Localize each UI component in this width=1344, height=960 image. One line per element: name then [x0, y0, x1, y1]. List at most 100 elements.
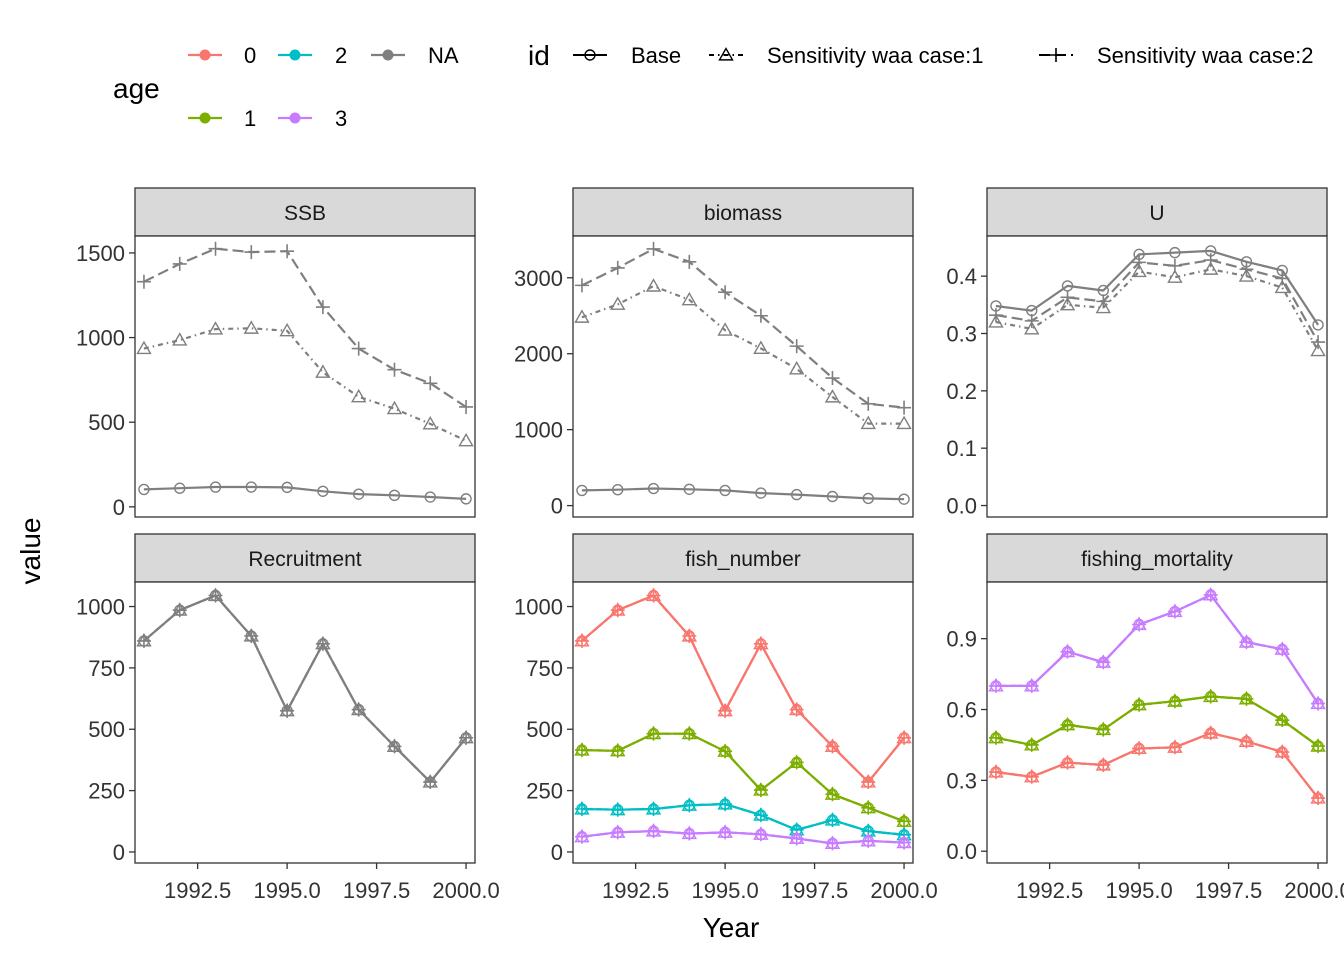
- series-age-na-sensitivity-waa-case-1-point: [1059, 296, 1076, 311]
- panel-strip-label: fishing_mortality: [1081, 548, 1233, 571]
- series-age-na-base-point: [790, 488, 803, 501]
- series-age-na-sensitivity-waa-case-1-line: [581, 285, 905, 425]
- series-age-na-sensitivity-waa-case-2-line: [143, 247, 467, 408]
- series-age-0-sensitivity-waa-case-2-point: [825, 739, 840, 754]
- x-tick-label: 1992.5: [602, 878, 669, 903]
- series-age-na-sensitivity-waa-case-1-point: [207, 321, 224, 335]
- y-tick-label: 0: [551, 840, 563, 865]
- series-age-1-sensitivity-waa-case-2-point: [897, 814, 912, 829]
- series-age-na-sensitivity-waa-case-2-point: [897, 400, 912, 415]
- legend-key-age-1: [188, 112, 222, 124]
- series-age-na-sensitivity-waa-case-2-point: [1203, 253, 1218, 268]
- y-tick-label: 0.2: [946, 379, 977, 404]
- y-tick-label: 250: [88, 779, 125, 804]
- series-age-na-base-point: [424, 491, 436, 503]
- series-age-na-base-line: [581, 487, 905, 501]
- series-age-na-base-point: [683, 483, 696, 495]
- series-age-3-sensitivity-waa-case-2-point: [753, 827, 768, 842]
- series-age-na-base-point: [898, 493, 910, 505]
- series-age-na-sensitivity-waa-case-1-point: [1131, 263, 1147, 278]
- panel-ssb: SSB 0 500 1000 1500: [76, 187, 476, 520]
- series-age-na-base-point: [612, 483, 624, 496]
- series-age-3-sensitivity-waa-case-2-point: [789, 831, 804, 846]
- series-age-3-sensitivity-waa-case-2-point: [1167, 604, 1182, 619]
- legend-label-id-sensitivity-waa-case-1: Sensitivity waa case:1: [767, 43, 983, 68]
- series-age-3-sensitivity-waa-case-2-point: [897, 835, 912, 850]
- series-age-na-sensitivity-waa-case-2-point: [753, 308, 768, 323]
- series-age-1-sensitivity-waa-case-2-point: [718, 744, 733, 759]
- panel-series: [136, 241, 474, 505]
- x-tick-label: 2000.0: [870, 878, 937, 903]
- series-age-na-sensitivity-waa-case-2-point: [1239, 262, 1254, 277]
- series-age-na-sensitivity-waa-case-2-point: [988, 308, 1003, 323]
- panel-strip-label: U: [1149, 202, 1164, 225]
- series-age-0-sensitivity-waa-case-2-point: [1311, 791, 1326, 806]
- series-age-na-base-line: [143, 485, 467, 500]
- series-age-na-base-point: [826, 490, 839, 503]
- series-age-3-sensitivity-waa-case-2-point: [646, 824, 661, 839]
- panel-border: [572, 235, 914, 518]
- x-axis-title: Year: [703, 912, 760, 943]
- series-age-na-sensitivity-waa-case-2-point: [1060, 290, 1075, 305]
- series-age-na-sensitivity-waa-case-2-point: [718, 285, 733, 300]
- legend-label-age-3: 3: [335, 106, 347, 131]
- series-age-na-sensitivity-waa-case-2-point: [825, 371, 840, 386]
- x-tick-label: 1992.5: [1016, 878, 1083, 903]
- series-age-na-sensitivity-waa-case-2-point: [1311, 335, 1326, 350]
- series-age-3-sensitivity-waa-case-2-point: [610, 825, 625, 840]
- legend-label-age-na: NA: [428, 43, 459, 68]
- series-age-na-sensitivity-waa-case-2-point: [682, 254, 697, 269]
- series-age-1-sensitivity-waa-case-2-point: [753, 783, 768, 798]
- series-age-0-sensitivity-waa-case-2-line: [995, 731, 1319, 799]
- panel-series: [988, 587, 1326, 806]
- legend-label-age-2: 2: [335, 43, 347, 68]
- panel-strip-label: fish_number: [685, 548, 801, 571]
- series-age-na-sensitivity-waa-case-2-point: [789, 339, 804, 354]
- x-tick-label: 1997.5: [1195, 878, 1262, 903]
- panel-strip: [986, 187, 1328, 237]
- series-age-na-sensitivity-waa-case-2-point: [610, 260, 625, 275]
- series-age-0-sensitivity-waa-case-2-point: [753, 636, 768, 651]
- panel-strip: [986, 533, 1328, 583]
- series-age-0-sensitivity-waa-case-2-point: [574, 633, 589, 648]
- series-age-2-sensitivity-waa-case-2-point: [610, 802, 625, 817]
- y-tick-label: 0.0: [946, 839, 977, 864]
- series-age-na-sensitivity-waa-case-2-point: [423, 775, 438, 790]
- series-age-1-sensitivity-waa-case-2-point: [861, 800, 876, 815]
- series-age-na-sensitivity-waa-case-1-point: [1202, 261, 1219, 275]
- legend-label-age-0: 0: [244, 43, 256, 68]
- series-age-3-sensitivity-waa-case-2-point: [825, 836, 840, 851]
- panel-strip-label: Recruitment: [248, 548, 361, 571]
- legend-key-shape: [584, 49, 596, 61]
- series-age-na-sensitivity-waa-case-2-point: [280, 244, 295, 259]
- series-age-na-sensitivity-waa-case-1-point: [788, 360, 805, 375]
- y-tick-label: 0.3: [946, 321, 977, 346]
- series-age-3-sensitivity-waa-case-2-point: [1096, 655, 1111, 670]
- legend-title-age: age: [113, 73, 160, 104]
- series-age-na-sensitivity-waa-case-1-point: [386, 400, 403, 415]
- series-age-0-sensitivity-waa-case-2-point: [718, 703, 733, 718]
- series-age-na-base-point: [281, 481, 293, 494]
- x-tick-label: 2000.0: [1284, 878, 1344, 903]
- series-age-na-base-point: [576, 484, 588, 497]
- series-age-na-sensitivity-waa-case-2-point: [244, 245, 259, 260]
- series-age-0-sensitivity-waa-case-2-point: [789, 702, 804, 717]
- legend-key-age-0: [188, 49, 222, 61]
- series-age-0-sensitivity-waa-case-2-point: [1096, 758, 1111, 773]
- panel-strip: [572, 187, 914, 237]
- series-age-na-sensitivity-waa-case-2-point: [208, 588, 223, 603]
- y-tick-label: 0.6: [946, 698, 977, 723]
- legend-key-id-base: [573, 49, 607, 61]
- series-age-na-sensitivity-waa-case-1-point: [315, 364, 331, 378]
- series-age-na-sensitivity-waa-case-2-point: [172, 603, 187, 618]
- series-age-1-sensitivity-waa-case-2-point: [789, 755, 804, 770]
- legend-key-age-3: [278, 112, 312, 124]
- series-age-1-sensitivity-waa-case-2-point: [988, 730, 1003, 745]
- series-age-na-sensitivity-waa-case-1-point: [896, 415, 912, 430]
- series-age-na-sensitivity-waa-case-2-point: [280, 703, 295, 718]
- series-age-3-sensitivity-waa-case-2-point: [682, 826, 697, 841]
- panel-u: U 0.0 0.1 0.2 0.3 0.4: [946, 187, 1328, 519]
- series-age-na-sensitivity-waa-case-1-point: [1167, 269, 1183, 283]
- y-tick-label: 500: [526, 717, 563, 742]
- series-age-1-sensitivity-waa-case-2-point: [610, 743, 625, 758]
